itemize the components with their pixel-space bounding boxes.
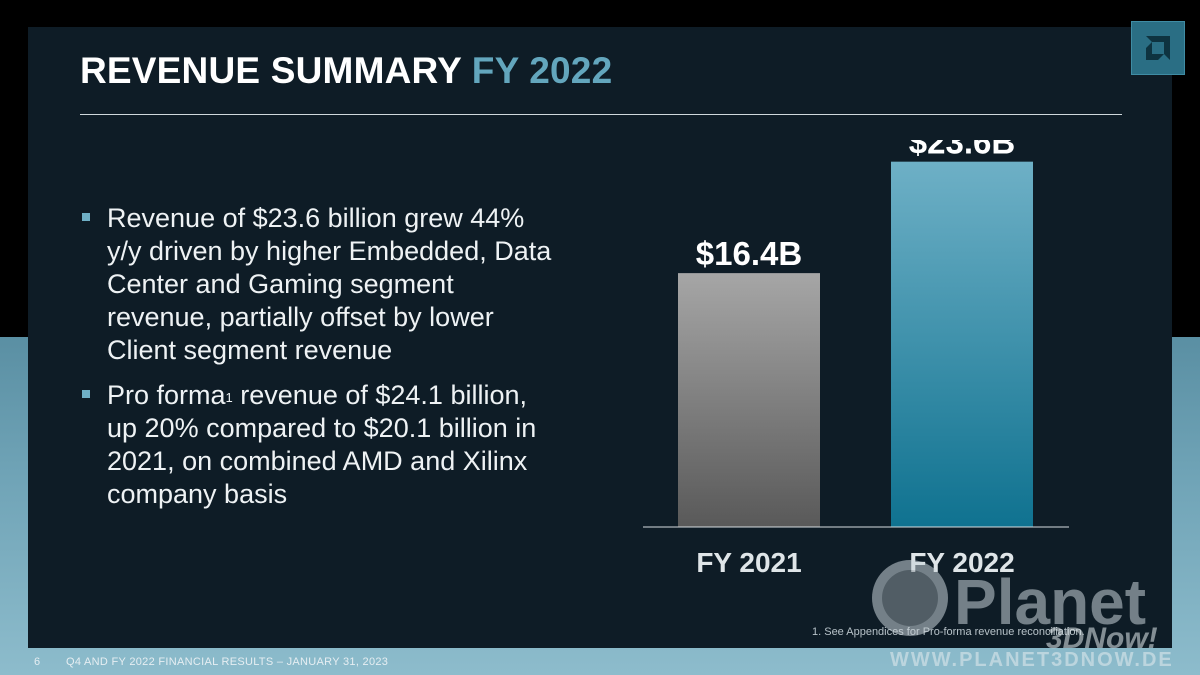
amd-logo bbox=[1131, 21, 1185, 75]
bullet-item: Pro forma1 revenue of $24.1 billion, up … bbox=[80, 379, 560, 511]
bullet-item: Revenue of $23.6 billion grew 44% y/y dr… bbox=[80, 202, 560, 367]
bullet-list: Revenue of $23.6 billion grew 44% y/y dr… bbox=[80, 202, 560, 523]
footnote-marker: 1 bbox=[225, 390, 233, 405]
x-tick-label: FY 2021 bbox=[696, 547, 801, 578]
footer-text: Q4 AND FY 2022 FINANCIAL RESULTS – JANUA… bbox=[66, 656, 389, 668]
bullet-text-cont: revenue of $24.1 billion, up 20% compare… bbox=[107, 380, 537, 509]
title-accent: FY 2022 bbox=[471, 50, 613, 91]
footnote: 1. See Appendices for Pro-forma revenue … bbox=[812, 626, 1085, 638]
x-tick-label: FY 2022 bbox=[909, 547, 1014, 578]
bullet-text: Revenue of $23.6 billion grew 44% y/y dr… bbox=[107, 203, 552, 365]
bullet-square-icon bbox=[82, 213, 90, 221]
title-divider bbox=[80, 114, 1122, 115]
revenue-bar-chart: $16.4B FY 2021 $23.6B FY 2022 bbox=[643, 140, 1069, 578]
bar-fy-2022 bbox=[891, 161, 1033, 527]
amd-arrow-icon bbox=[1146, 36, 1170, 60]
page-title: REVENUE SUMMARY FY 2022 bbox=[80, 50, 612, 100]
revenue-chart: $16.4B FY 2021 $23.6B FY 2022 bbox=[640, 140, 1080, 580]
bullet-square-icon bbox=[82, 390, 90, 398]
bullet-text: Pro forma bbox=[107, 380, 226, 410]
bar-fy-2021 bbox=[678, 273, 820, 527]
data-label: $16.4B bbox=[696, 235, 802, 272]
page-number: 6 bbox=[34, 656, 41, 668]
data-label: $23.6B bbox=[909, 140, 1015, 161]
title-main: REVENUE SUMMARY bbox=[80, 50, 462, 91]
